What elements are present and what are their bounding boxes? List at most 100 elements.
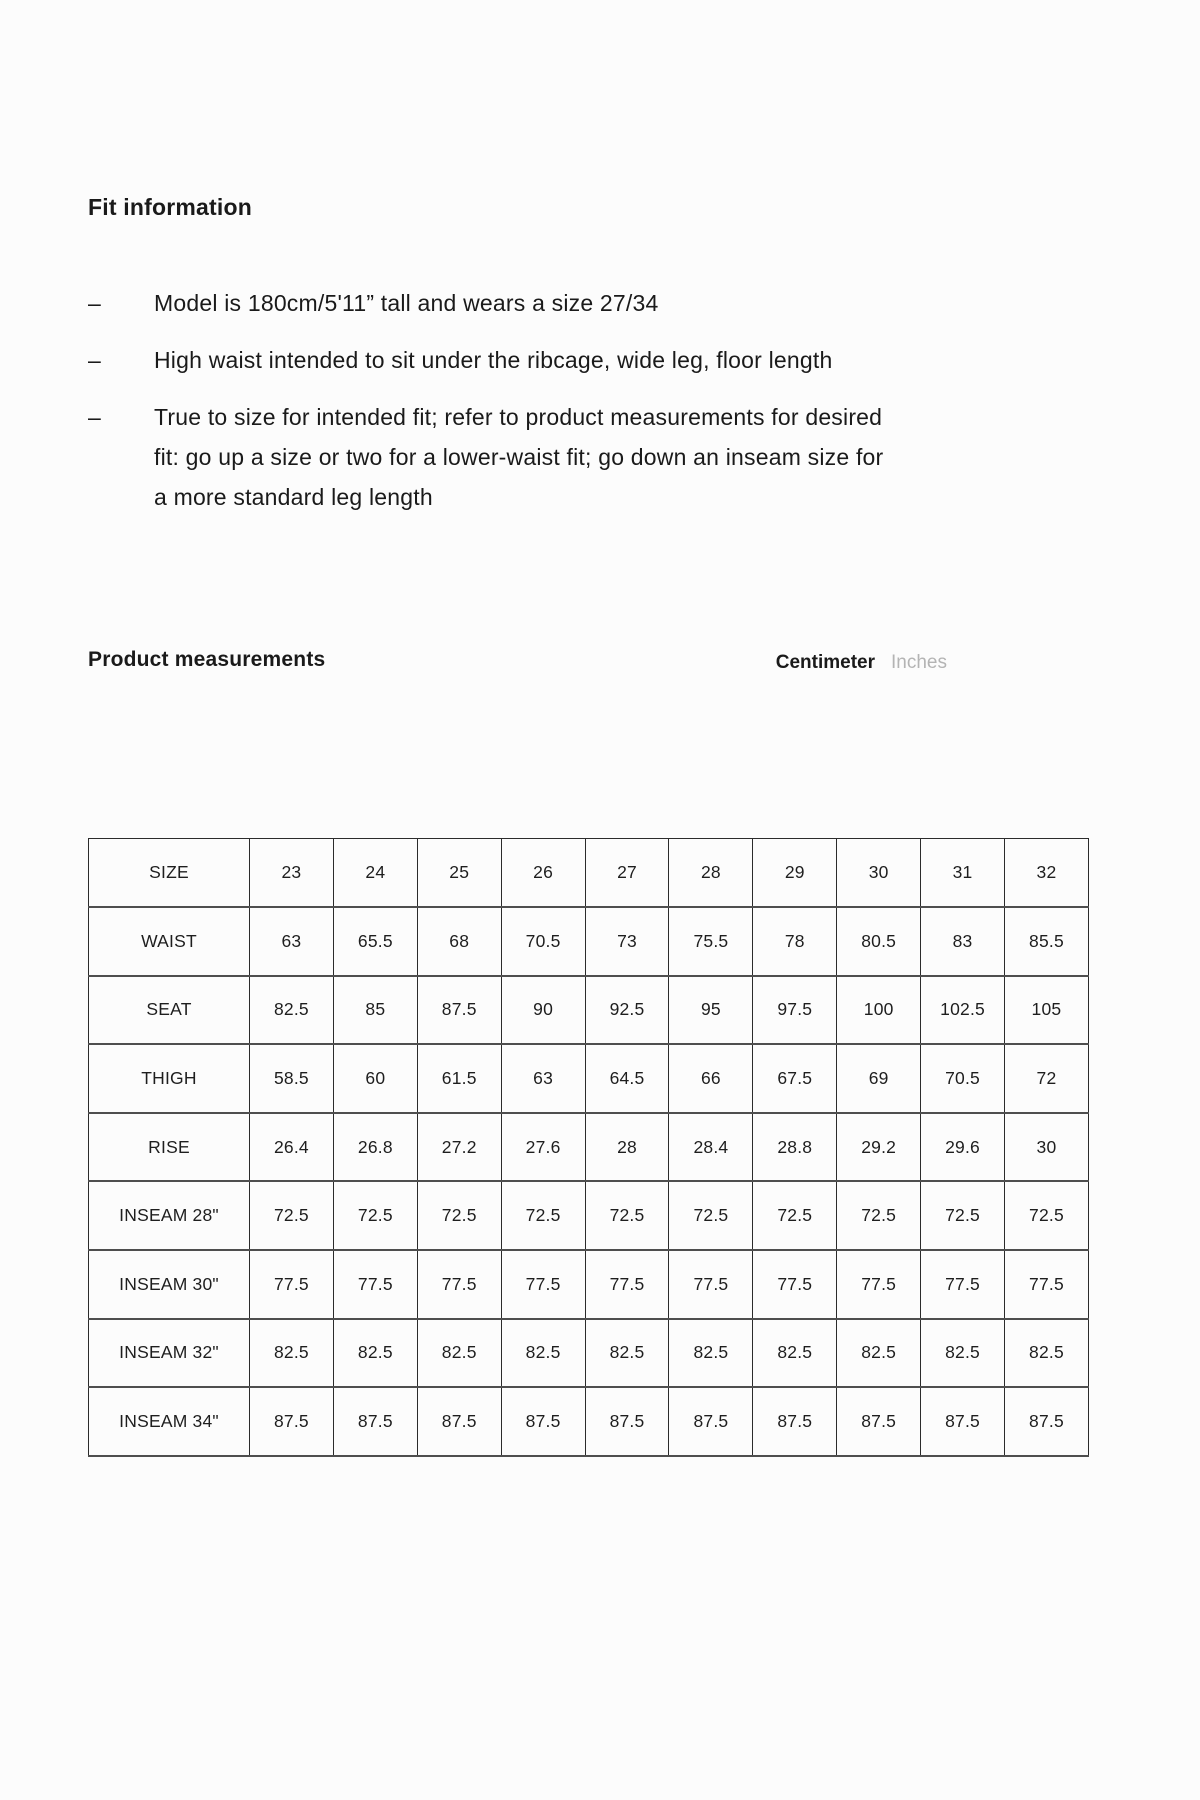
measurement-cell: 87.5 — [416, 1386, 502, 1457]
measurement-cell: 82.5 — [668, 1317, 754, 1389]
measurement-cell: 82.5 — [249, 974, 334, 1046]
measurement-cell: 60 — [332, 1043, 418, 1114]
measurement-cell: 77.5 — [416, 1249, 502, 1320]
measurement-cell: 102.5 — [920, 974, 1006, 1046]
measurement-cell: 82.5 — [249, 1317, 334, 1389]
measurement-cell: 82.5 — [836, 1317, 922, 1389]
fit-information-title: Fit information — [88, 194, 252, 220]
measurement-cell: 67.5 — [752, 1043, 838, 1114]
measurement-table-body: SIZE 23 24 25 26 27 28 29 30 31 32 WAIST 63 65.5 68 70.… — [88, 838, 1089, 1457]
measurement-cell: 82.5 — [332, 1317, 418, 1389]
measurement-cell: 78 — [752, 906, 838, 977]
measurement-cell: 72 — [1004, 1043, 1089, 1114]
measurement-cell: 26 — [500, 838, 586, 909]
measurement-cell: 87.5 — [416, 974, 502, 1046]
row-label: SEAT — [88, 974, 250, 1046]
fit-bullet-item: – Model is 180cm/5'11” tall and wears a s… — [88, 283, 903, 323]
row-label: INSEAM 34" — [88, 1386, 250, 1457]
measurement-table: SIZE 23 24 25 26 27 28 29 30 31 32 WAIST 63 65.5 68 70.… — [88, 838, 1089, 1457]
measurement-cell: 77.5 — [752, 1249, 838, 1320]
measurement-cell: 25 — [416, 838, 502, 909]
measurement-cell: 82.5 — [1004, 1317, 1089, 1389]
measurement-cell: 87.5 — [752, 1386, 838, 1457]
row-label: RISE — [88, 1111, 250, 1183]
measurement-cell: 82.5 — [584, 1317, 670, 1389]
measurement-cell: 72.5 — [332, 1180, 418, 1252]
row-label: SIZE — [88, 838, 250, 909]
measurement-cell: 85.5 — [1004, 906, 1089, 977]
measurement-cell: 27.6 — [500, 1111, 586, 1183]
measurement-cell: 26.4 — [249, 1111, 334, 1183]
measurement-cell: 70.5 — [500, 906, 586, 977]
measurement-cell: 32 — [1004, 838, 1089, 909]
fit-bullet-item: – True to size for intended fit; refer to… — [88, 397, 903, 517]
measurement-cell: 80.5 — [836, 906, 922, 977]
measurement-cell: 72.5 — [668, 1180, 754, 1252]
measurement-cell: 30 — [1004, 1111, 1089, 1183]
measurement-cell: 27 — [584, 838, 670, 909]
table-row: INSEAM 28" 72.5 72.5 72.5 72.5 72.5 72.5 72.5 72… — [88, 1180, 1089, 1252]
product-measurements-title: Product measurements — [88, 648, 326, 671]
measurement-cell: 87.5 — [836, 1386, 922, 1457]
measurement-cell: 64.5 — [584, 1043, 670, 1114]
fit-bullet-text: True to size for intended fit; refer to … — [154, 404, 884, 510]
table-row: THIGH 58.5 60 61.5 63 64.5 66 67.5 69 70.5 72 — [88, 1043, 1089, 1114]
row-label: INSEAM 32" — [88, 1317, 250, 1389]
measurement-cell: 90 — [500, 974, 586, 1046]
measurement-cell: 87.5 — [1004, 1386, 1089, 1457]
measurement-cell: 105 — [1004, 974, 1089, 1046]
measurement-cell: 87.5 — [584, 1386, 670, 1457]
unit-centimeter-button[interactable]: Centimeter — [775, 652, 876, 673]
measurement-cell: 97.5 — [752, 974, 838, 1046]
measurement-cell: 24 — [332, 838, 418, 909]
table-row: WAIST 63 65.5 68 70.5 73 75.5 78 80.5 83 85.5 — [88, 906, 1089, 977]
measurement-cell: 72.5 — [416, 1180, 502, 1252]
measurement-cell: 72.5 — [249, 1180, 334, 1252]
measurement-cell: 73 — [584, 906, 670, 977]
table-row: SIZE 23 24 25 26 27 28 29 30 31 32 — [88, 838, 1089, 909]
measurement-cell: 31 — [920, 838, 1006, 909]
table-row: INSEAM 32" 82.5 82.5 82.5 82.5 82.5 82.5 82.5 82… — [88, 1317, 1089, 1389]
measurement-cell: 100 — [836, 974, 922, 1046]
fit-bullets-list: – Model is 180cm/5'11” tall and wears a s… — [88, 283, 903, 534]
measurement-cell: 82.5 — [752, 1317, 838, 1389]
measurement-cell: 82.5 — [500, 1317, 586, 1389]
measurement-cell: 72.5 — [584, 1180, 670, 1252]
measurement-cell: 87.5 — [668, 1386, 754, 1457]
bullet-dash-icon: – — [88, 347, 101, 373]
table-row: INSEAM 30" 77.5 77.5 77.5 77.5 77.5 77.5 77.5 77… — [88, 1249, 1089, 1320]
row-label: THIGH — [88, 1043, 250, 1114]
fit-bullet-item: – High waist intended to sit under the ri… — [88, 340, 903, 380]
table-row: SEAT 82.5 85 87.5 90 92.5 95 97.5 100 102.5 105 — [88, 974, 1089, 1046]
measurement-cell: 58.5 — [249, 1043, 334, 1114]
measurement-cell: 68 — [416, 906, 502, 977]
measurement-cell: 82.5 — [416, 1317, 502, 1389]
measurement-cell: 65.5 — [332, 906, 418, 977]
measurement-cell: 28.8 — [752, 1111, 838, 1183]
measurement-cell: 72.5 — [500, 1180, 586, 1252]
measurement-cell: 72.5 — [920, 1180, 1006, 1252]
unit-toggle: Centimeter Inches — [776, 650, 947, 676]
measurement-cell: 72.5 — [752, 1180, 838, 1252]
measurement-cell: 28.4 — [668, 1111, 754, 1183]
measurement-cell: 83 — [920, 906, 1006, 977]
measurement-cell: 77.5 — [836, 1249, 922, 1320]
measurement-cell: 70.5 — [920, 1043, 1006, 1114]
measurement-cell: 63 — [249, 906, 334, 977]
fit-bullet-text: High waist intended to sit under the rib… — [154, 347, 833, 373]
unit-inches-button[interactable]: Inches — [891, 652, 947, 673]
measurement-cell: 77.5 — [332, 1249, 418, 1320]
measurement-cell: 28 — [584, 1111, 670, 1183]
measurement-cell: 29 — [752, 838, 838, 909]
measurement-cell: 29.6 — [920, 1111, 1006, 1183]
measurement-cell: 61.5 — [416, 1043, 502, 1114]
measurement-cell: 75.5 — [668, 906, 754, 977]
measurement-cell: 77.5 — [668, 1249, 754, 1320]
row-label: INSEAM 28" — [88, 1180, 250, 1252]
measurement-cell: 72.5 — [1004, 1180, 1089, 1252]
measurement-cell: 77.5 — [500, 1249, 586, 1320]
measurement-cell: 72.5 — [836, 1180, 922, 1252]
bullet-dash-icon: – — [88, 290, 101, 316]
row-label: INSEAM 30" — [88, 1249, 250, 1320]
